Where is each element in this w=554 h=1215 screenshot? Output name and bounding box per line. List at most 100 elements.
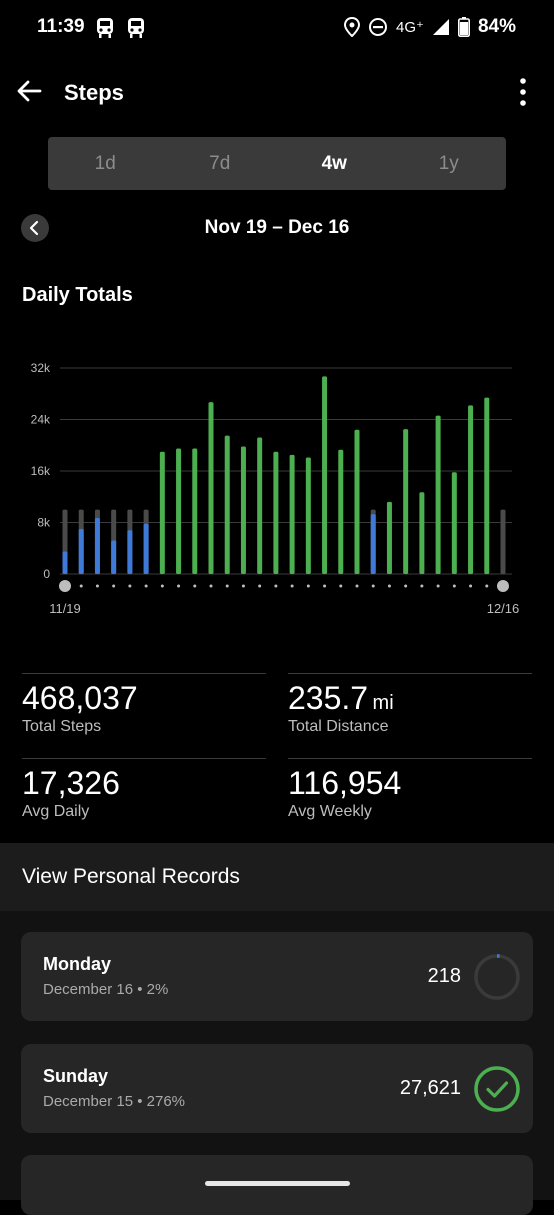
bar (468, 405, 474, 574)
bar (159, 451, 165, 574)
bar (176, 448, 182, 574)
bar (192, 448, 198, 574)
x-dot (144, 584, 148, 588)
x-dot (128, 584, 132, 588)
bar (143, 523, 149, 574)
bar (403, 429, 409, 574)
x-dot (355, 584, 359, 588)
tab-1d[interactable]: 1d (94, 152, 116, 174)
x-dot (436, 584, 440, 588)
train-icon (128, 18, 144, 38)
previous-range-button[interactable] (21, 214, 49, 242)
x-dot (225, 584, 229, 588)
stat-total-distance: 235.7 mi Total Distance (288, 680, 394, 736)
chevron-left-icon (29, 220, 39, 236)
divider (288, 673, 532, 674)
day-name: Monday (43, 954, 112, 974)
bar (305, 457, 311, 574)
battery-level: 84% (477, 16, 516, 37)
goal-track-bar (500, 509, 506, 574)
x-dot (306, 584, 310, 588)
bar (208, 402, 214, 574)
total-distance-unit: mi (372, 692, 394, 714)
divider (22, 758, 266, 759)
arrow-left-icon[interactable] (16, 78, 42, 104)
x-dot (420, 584, 424, 588)
bar (386, 501, 392, 574)
y-tick-label: 32k (31, 361, 51, 375)
x-dot (485, 584, 489, 588)
y-tick-label: 8k (37, 516, 51, 530)
divider (288, 758, 532, 759)
bar (224, 435, 230, 574)
personal-records-row[interactable]: View Personal Records (0, 843, 554, 911)
bar (273, 451, 279, 574)
signal-icon (432, 19, 449, 35)
do-not-disturb-icon (369, 18, 388, 36)
total-distance-value: 235.7 (288, 680, 369, 716)
x-dot (387, 584, 391, 588)
location-icon (344, 17, 361, 37)
app-bar: Steps (0, 64, 554, 120)
stat-total-steps: 468,037 Total Steps (22, 680, 138, 736)
tab-4w[interactable]: 4w (321, 152, 347, 174)
divider (22, 673, 266, 674)
bar (338, 449, 344, 574)
train-icon (97, 18, 113, 38)
day-subtitle: December 16 • 2% (43, 981, 169, 998)
x-dot (290, 584, 294, 588)
x-dot (404, 584, 408, 588)
status-time: 11:39 (37, 16, 85, 37)
bar (127, 530, 133, 574)
more-vert-icon[interactable] (516, 76, 530, 108)
battery-icon (457, 17, 470, 37)
bar (451, 472, 457, 574)
x-end-marker (59, 580, 71, 592)
bar (435, 415, 441, 574)
x-dot (452, 584, 456, 588)
status-bar: 11:39 4G⁺ 84% (0, 0, 554, 56)
x-dot (274, 584, 278, 588)
day-steps: 218 (427, 965, 461, 987)
bar (322, 376, 328, 574)
x-dot (339, 584, 343, 588)
bar (94, 517, 100, 574)
x-start-label: 11/19 (49, 601, 81, 616)
bar (419, 492, 425, 574)
y-tick-label: 0 (43, 567, 50, 581)
day-card[interactable]: Monday December 16 • 2% 218 (21, 932, 533, 1021)
x-dot (112, 584, 116, 588)
bar (289, 454, 295, 574)
x-dot (193, 584, 197, 588)
stat-avg-daily: 17,326 Avg Daily (22, 765, 120, 821)
status-right: 4G⁺ 84% (344, 16, 516, 38)
x-dot (209, 584, 213, 588)
y-tick-label: 24k (31, 413, 51, 427)
date-range: Nov 19 – Dec 16 (204, 217, 350, 238)
x-dot (177, 584, 181, 588)
tab-1y[interactable]: 1y (438, 152, 459, 174)
day-name: Sunday (43, 1066, 109, 1086)
gesture-nav-bar[interactable] (205, 1181, 350, 1186)
day-card[interactable]: Sunday December 15 • 276% 27,621 (21, 1044, 533, 1133)
bar (370, 514, 376, 574)
avg-weekly-value: 116,954 (288, 765, 402, 801)
tab-7d[interactable]: 7d (209, 152, 231, 174)
total-steps-value: 468,037 (22, 680, 138, 716)
bar (78, 528, 84, 574)
daily-totals-title: Daily Totals (22, 284, 133, 306)
progress-ring-icon (474, 954, 520, 1000)
x-dot (258, 584, 262, 588)
avg-weekly-label: Avg Weekly (288, 803, 372, 820)
x-dot (95, 584, 99, 588)
bar (354, 429, 360, 574)
avg-daily-label: Avg Daily (22, 803, 90, 820)
x-dot (160, 584, 164, 588)
bar (111, 540, 117, 574)
x-end-marker (497, 580, 509, 592)
page-title: Steps (64, 80, 124, 105)
check-icon (474, 1066, 520, 1112)
x-dot (323, 584, 327, 588)
x-dot (469, 584, 473, 588)
bar (240, 446, 246, 574)
